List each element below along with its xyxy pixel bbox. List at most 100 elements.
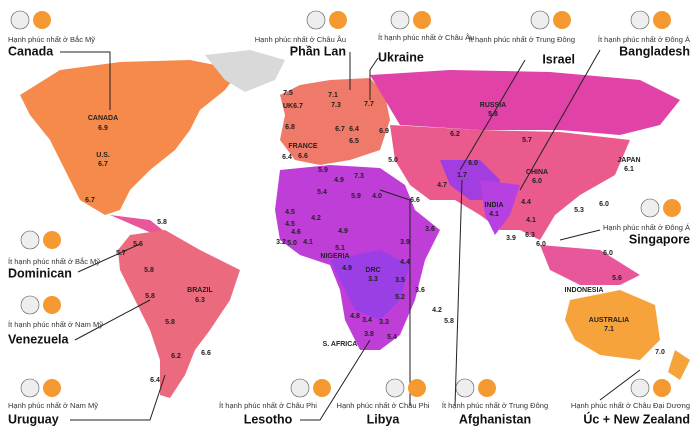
callout: Hạnh phúc nhất ở Nam Mỹ Uruguay — [8, 374, 166, 426]
callout-country: Lesotho — [244, 412, 293, 426]
callout: Hạnh phúc nhất ở Châu Phi Libya — [337, 189, 430, 426]
map-label: 5.9 — [318, 167, 328, 174]
callout: Ít hạnh phúc nhất ở Trung Đông Afghanista… — [442, 179, 548, 426]
map-label: 6.1 — [624, 166, 634, 173]
map-label: 6.6 — [201, 350, 211, 357]
map-label: CHINA — [526, 169, 548, 176]
flag — [630, 10, 650, 30]
map-label: 4.1 — [526, 217, 536, 224]
map-label: 7.1 — [328, 92, 338, 99]
callout-caption: Hạnh phúc nhất ở Nam Mỹ — [8, 401, 98, 410]
face — [43, 379, 61, 397]
face — [653, 379, 671, 397]
callout-caption: Ít hạnh phúc nhất ở Đông Á — [598, 35, 690, 44]
map-label: 6.4 — [150, 377, 160, 384]
map-label: 7.7 — [364, 101, 374, 108]
callout-country: Singapore — [629, 232, 690, 246]
leader-line — [70, 374, 166, 421]
map-label: 3.4 — [362, 317, 372, 324]
flag — [640, 198, 660, 218]
map-label: 5.4 — [387, 334, 397, 341]
flag — [306, 10, 326, 30]
flag — [385, 378, 405, 398]
map-label: 6.0 — [599, 201, 609, 208]
map-label: 5.7 — [522, 137, 532, 144]
map-label: 4.8 — [350, 313, 360, 320]
map-label: INDONESIA — [565, 287, 604, 294]
map-label: 6.0 — [532, 178, 542, 185]
flag — [20, 295, 40, 315]
leader-line — [369, 57, 379, 100]
map-label: FRANCE — [288, 143, 317, 150]
map-label: 7.1 — [604, 326, 614, 333]
map-label: 4.2 — [432, 307, 442, 314]
map-label: 5.8 — [165, 319, 175, 326]
map-label: 6.0 — [468, 160, 478, 167]
callout-country: Venezuela — [8, 332, 69, 346]
map-label: 6.6 — [410, 197, 420, 204]
map-label: 6.9 — [379, 128, 389, 135]
map-label: 6.3 — [195, 297, 205, 304]
map-label: 3.3 — [368, 276, 378, 283]
map-label: 5.6 — [612, 275, 622, 282]
map-label: 3.2 — [276, 239, 286, 246]
map-label: 6.7 — [98, 161, 108, 168]
land — [20, 50, 690, 398]
callout-country: Afghanistan — [459, 412, 531, 426]
map-label: 5.9 — [351, 193, 361, 200]
face — [653, 11, 671, 29]
map-label: 6.9 — [98, 125, 108, 132]
map-label: 7.0 — [655, 349, 665, 356]
callout: Ít hạnh phúc nhất ở Châu Âu Ukraine — [369, 10, 474, 100]
map-label: 4.1 — [489, 211, 499, 218]
map-label: 4.9 — [338, 228, 348, 235]
map-label: INDIA — [484, 202, 503, 209]
map-label: 3.6 — [425, 226, 435, 233]
callout-country: Canada — [8, 44, 54, 58]
face — [43, 296, 61, 314]
map-label: 6.0 — [603, 250, 613, 257]
map-label: RUSSIA — [480, 102, 506, 109]
map-label: 5.8 — [144, 267, 154, 274]
map-label: JAPAN — [617, 157, 640, 164]
map-label: 4.0 — [372, 193, 382, 200]
map-label: 4.7 — [437, 182, 447, 189]
map-label: DRC — [365, 267, 380, 274]
callout-caption: Ít hạnh phúc nhất ở Nam Mỹ — [8, 320, 103, 329]
map-label: AUSTRALIA — [589, 317, 629, 324]
leader-line — [459, 59, 526, 171]
map-label: UK — [283, 103, 293, 110]
map-label: 4.4 — [400, 259, 410, 266]
map-label: U.S. — [96, 152, 110, 159]
callout-caption: Ít hạnh phúc nhất ở Trung Đông — [469, 35, 575, 44]
callout-caption: Ít hạnh phúc nhất ở Châu Âu — [378, 33, 474, 42]
callout: Ít hạnh phúc nhất ở Trung Đông Israel — [459, 10, 575, 171]
leader-line — [599, 369, 641, 401]
map-label: 3.6 — [415, 287, 425, 294]
map-label: 6.7 — [293, 103, 303, 110]
face — [43, 231, 61, 249]
map-label: CANADA — [88, 115, 118, 122]
map-label: 6.4 — [282, 154, 292, 161]
map-label: 6.7 — [85, 197, 95, 204]
face — [413, 11, 431, 29]
map-label: 6.0 — [536, 241, 546, 248]
callout-country: Israel — [542, 52, 575, 66]
leader-line — [454, 179, 463, 407]
map-label: S. AFRICA — [323, 341, 358, 348]
map-label: 3.3 — [379, 319, 389, 326]
callout-country: Dominican — [8, 266, 72, 280]
flag — [10, 10, 30, 30]
face — [408, 379, 426, 397]
face — [478, 379, 496, 397]
map-label: 4.2 — [311, 215, 321, 222]
map-label: 6.2 — [450, 131, 460, 138]
callout-caption: Hạnh phúc nhất ở Châu Đại Dương — [571, 401, 690, 410]
map-label: 5.3 — [574, 207, 584, 214]
map-label: 5.8 — [145, 293, 155, 300]
callout: Ít hạnh phúc nhất ở Nam Mỹ Venezuela — [8, 295, 151, 346]
callout-caption: Ít hạnh phúc nhất ở Bắc Mỹ — [8, 257, 100, 266]
